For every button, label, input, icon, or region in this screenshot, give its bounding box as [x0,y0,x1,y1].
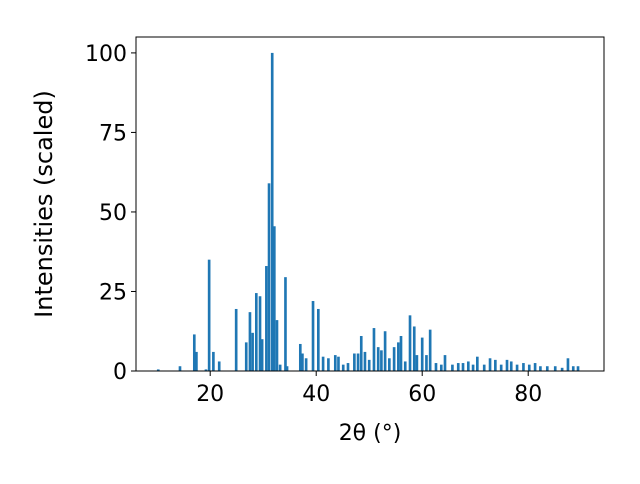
bar [341,364,345,371]
bar [408,315,412,371]
bar [456,363,460,371]
x-axis-label: 2θ (°) [339,421,402,446]
bar [461,363,465,371]
bar [545,366,549,371]
bar [494,359,497,371]
y-tick-label: 75 [99,121,127,146]
bar [333,355,337,371]
bar [363,351,367,371]
bar [488,358,492,371]
bar [304,358,308,371]
bar [553,366,557,371]
bar [397,342,400,371]
bar [425,355,428,371]
bar [316,308,320,371]
bar [327,358,330,371]
bar [476,356,479,371]
bar [192,334,196,371]
bar [505,359,509,371]
bar [399,336,403,371]
bar [434,363,438,371]
bar [275,320,279,371]
bar [178,366,182,371]
bar [451,364,454,371]
bar [482,364,486,371]
bar [356,353,360,371]
bar [403,361,407,371]
bar [392,347,396,371]
bar [278,364,282,371]
bar [273,226,276,371]
bar [265,266,268,371]
y-tick-label: 50 [99,201,127,226]
bar [258,296,262,371]
x-tick-label: 40 [302,382,330,407]
bar [376,347,380,371]
bar [383,331,387,371]
bar [301,353,304,371]
bar [412,326,416,371]
bar [576,366,580,371]
bar [380,350,383,371]
bar [212,351,215,371]
bar [372,328,376,371]
y-tick-label: 0 [113,360,127,385]
bar [346,363,350,371]
bar [439,364,443,371]
bar [270,52,274,372]
bar [267,183,271,371]
bar [443,355,447,371]
bar [509,361,513,371]
y-axis-label: Intensities (scaled) [30,90,58,318]
bar [388,358,391,371]
x-tick-label: 20 [196,382,224,407]
bar [571,366,575,371]
bar [367,359,371,371]
x-tick-label: 80 [514,382,542,407]
bar [560,367,564,371]
y-tick-label: 25 [99,280,127,305]
bar [533,363,537,371]
bar [337,356,340,371]
bar [539,366,542,371]
bar [298,343,302,371]
bar [260,339,264,371]
plot-frame [135,36,605,372]
bar [321,356,325,371]
bar [285,366,289,371]
x-tick-label: 60 [408,382,436,407]
bar [195,351,198,371]
bar [207,259,211,371]
bar [359,336,363,371]
bar [311,301,315,371]
bar [499,364,503,371]
bar [566,358,570,371]
bar [204,369,208,371]
bar [234,308,238,371]
bar [522,363,525,371]
bar [466,361,470,371]
bar [415,355,419,371]
bar [515,364,519,371]
bar [156,369,160,371]
bar [248,312,252,371]
bar [420,337,424,371]
bar [353,353,356,371]
bar [471,364,475,371]
bar [217,361,221,371]
bar [428,329,432,371]
y-tick-label: 100 [85,42,127,67]
bar [251,332,254,371]
bar [244,342,248,371]
bar [284,277,287,371]
bar [527,364,531,371]
bar [254,293,258,371]
